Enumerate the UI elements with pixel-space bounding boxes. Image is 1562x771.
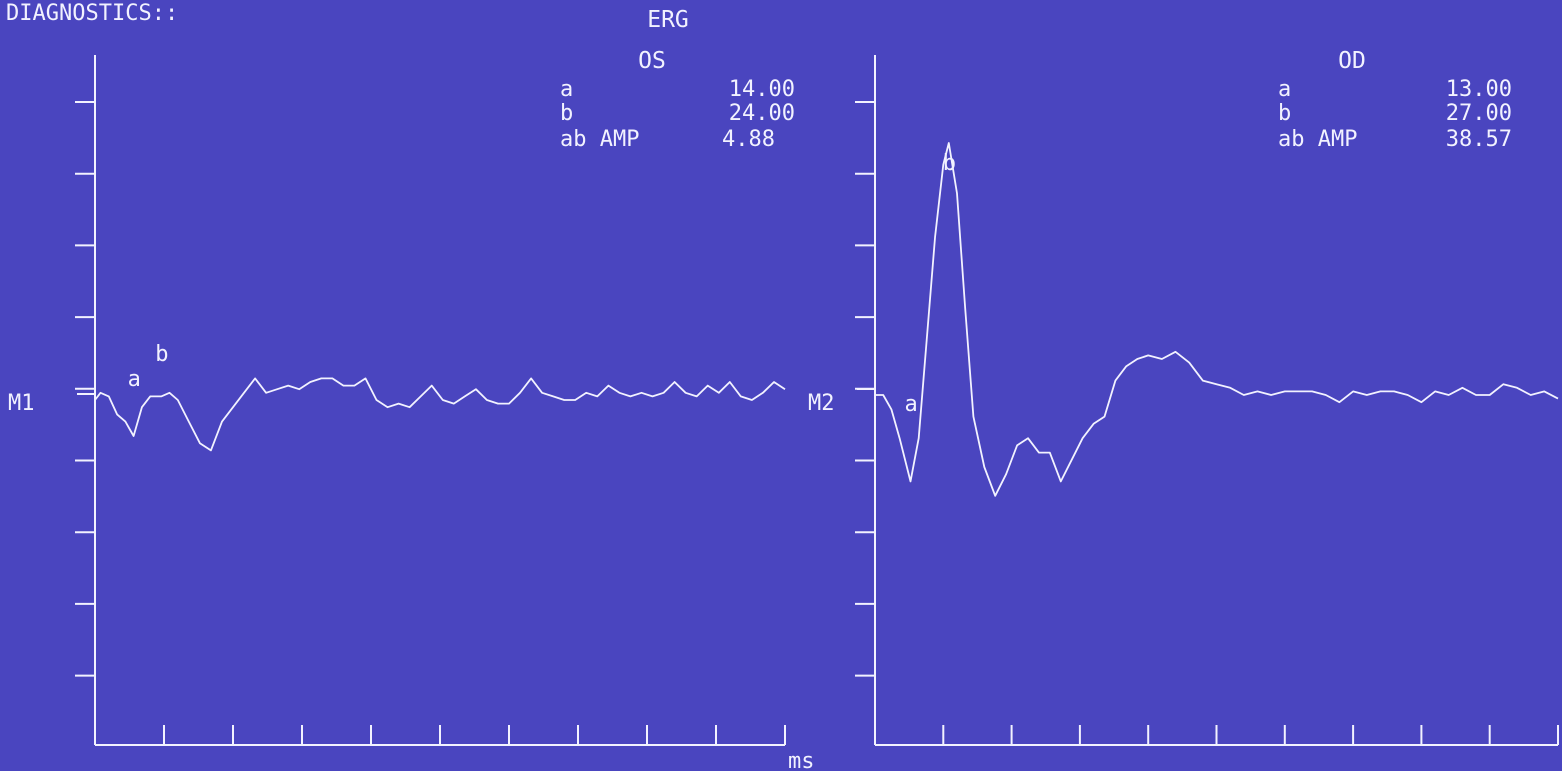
od-panel: OD a 13.00 b 27.00 ab AMP 38.57 M2 ab	[808, 48, 1559, 746]
marker-b: b	[943, 151, 956, 176]
trace-label: M2	[808, 391, 835, 416]
erg-trace	[875, 142, 1559, 497]
readout-value-a: 14.00	[729, 77, 795, 102]
readout-value-a: 13.00	[1446, 77, 1512, 102]
marker-label: a	[905, 392, 918, 417]
readout-value-amp: 4.88	[722, 127, 775, 152]
erg-trace	[94, 377, 786, 452]
readout-label-b: b	[560, 101, 573, 126]
marker-label: b	[155, 342, 168, 367]
x-unit-label: ms	[788, 749, 815, 771]
readout-value-b: 27.00	[1446, 101, 1512, 126]
trace-label: M1	[8, 391, 35, 416]
axes	[855, 55, 1559, 746]
diagnostics-label: DIAGNOSTICS::	[6, 1, 178, 26]
readout: a 14.00 b 24.00 ab AMP 4.88	[560, 77, 795, 152]
marker-a: a	[128, 367, 141, 392]
peak-markers: ab	[128, 342, 169, 392]
axes	[75, 55, 786, 746]
traces	[94, 377, 786, 452]
marker-label: b	[943, 151, 956, 176]
panel-title: OS	[638, 48, 666, 74]
panel-title: OD	[1338, 48, 1366, 74]
readout-value-amp: 38.57	[1446, 127, 1512, 152]
readout-label-amp: ab AMP	[560, 127, 639, 152]
marker-b: b	[155, 342, 168, 367]
os-panel: OS a 14.00 b 24.00 ab AMP 4.88 M1 ab	[8, 48, 795, 746]
marker-label: a	[128, 367, 141, 392]
readout: a 13.00 b 27.00 ab AMP 38.57	[1278, 77, 1512, 152]
peak-markers: ab	[905, 151, 956, 417]
readout-value-b: 24.00	[729, 101, 795, 126]
readout-label-amp: ab AMP	[1278, 127, 1357, 152]
traces	[875, 142, 1559, 497]
readout-label-b: b	[1278, 101, 1291, 126]
readout-label-a: a	[1278, 77, 1291, 102]
marker-a: a	[905, 392, 918, 417]
erg-title: ERG	[647, 7, 689, 33]
readout-label-a: a	[560, 77, 573, 102]
